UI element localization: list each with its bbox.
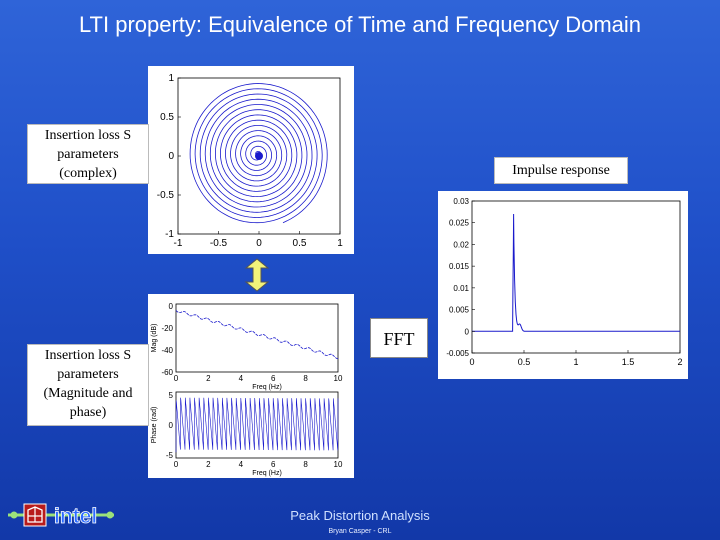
impulse-plot: 0 0.5 1 1.5 2 0.03 0.025 0.02 0.015 0.01 0.005 0 -0.… xyxy=(438,191,688,379)
complex-ytick-label: 1 xyxy=(168,73,174,84)
impulse-ytick-label: 0.005 xyxy=(449,306,470,315)
phase-ylabel: Phase (rad) xyxy=(151,407,158,444)
double-arrow-icon xyxy=(244,258,270,292)
magnitude-axes-box xyxy=(175,303,339,373)
fft-label: FFT xyxy=(370,318,428,358)
phase-xtick-label: 2 xyxy=(206,460,211,469)
magnitude-ylabel: Mag (dB) xyxy=(151,324,158,353)
magphase-plot-svg: 0 2 4 6 8 10 0 -20 -40 -60 Mag (dB) Freq (Hz) 0 2 4 6 8 1… xyxy=(151,302,343,477)
complex-ytick-label: -0.5 xyxy=(157,190,175,201)
impulse-ytick-label: -0.005 xyxy=(446,349,469,358)
complex-xtick-label: 0.5 xyxy=(293,238,307,249)
magnitude-xtick-label: 6 xyxy=(271,374,276,383)
phase-xtick-label: 6 xyxy=(271,460,276,469)
magphase-label: Insertion loss S parameters (Magnitude a… xyxy=(27,344,149,426)
magnitude-ytick-label: -40 xyxy=(161,346,173,355)
impulse-series-line xyxy=(472,213,680,332)
impulse-xtick-label: 0 xyxy=(469,357,474,367)
magnitude-xtick-label: 2 xyxy=(206,374,211,383)
impulse-ytick-label: 0 xyxy=(465,327,470,336)
impulse-xtick-label: 1 xyxy=(573,357,578,367)
magnitude-xtick-label: 4 xyxy=(239,374,244,383)
phase-xtick-label: 10 xyxy=(334,460,343,469)
phase-ytick-label: 0 xyxy=(169,421,174,430)
impulse-ytick-label: 0.02 xyxy=(453,240,469,249)
magnitude-ytick-label: -20 xyxy=(161,324,173,333)
impulse-label-text: Impulse response xyxy=(512,163,610,178)
complex-xtick-label: 1 xyxy=(337,238,343,249)
intel-logo-text: intel xyxy=(54,505,97,528)
complex-xtick-label: -0.5 xyxy=(210,238,228,249)
phase-series-line xyxy=(175,397,339,453)
magnitude-xtick-label: 10 xyxy=(334,374,343,383)
impulse-ytick-label: 0.03 xyxy=(453,197,469,206)
phase-xlabel: Freq (Hz) xyxy=(252,470,282,477)
phase-ytick-label: -5 xyxy=(166,451,174,460)
phase-xtick-label: 0 xyxy=(174,460,179,469)
complex-label: Insertion loss S parameters (complex) xyxy=(27,124,149,184)
impulse-xtick-label: 1.5 xyxy=(622,357,635,367)
impulse-xtick-label: 2 xyxy=(677,357,682,367)
complex-spiral-line xyxy=(189,83,328,224)
phase-xtick-label: 4 xyxy=(239,460,244,469)
intel-logo: intel xyxy=(8,503,114,528)
magnitude-series-line xyxy=(175,310,339,360)
complex-xtick-label: 0 xyxy=(256,238,262,249)
impulse-ytick-label: 0.01 xyxy=(453,284,469,293)
complex-ytick-label: 0.5 xyxy=(160,112,174,123)
magphase-plot: 0 2 4 6 8 10 0 -20 -40 -60 Mag (dB) Freq (Hz) 0 2 4 6 8 1… xyxy=(148,294,354,478)
footer-author: Bryan Casper - CRL xyxy=(328,528,392,535)
impulse-ytick-label: 0.025 xyxy=(449,219,470,228)
phase-xtick-label: 8 xyxy=(303,460,308,469)
complex-center-point xyxy=(255,152,263,160)
complex-ytick-label: -1 xyxy=(165,229,174,240)
complex-ytick-label: 0 xyxy=(168,151,174,162)
impulse-label: Impulse response xyxy=(494,157,628,184)
phase-ytick-label: 5 xyxy=(169,391,174,400)
impulse-xtick-label: 0.5 xyxy=(518,357,531,367)
magnitude-xtick-label: 0 xyxy=(174,374,179,383)
complex-label-text: Insertion loss S parameters (complex) xyxy=(44,128,132,181)
magnitude-xlabel: Freq (Hz) xyxy=(252,384,282,391)
footer-title: Peak Distortion Analysis xyxy=(290,508,430,523)
magnitude-ytick-label: 0 xyxy=(169,302,174,311)
complex-plot: -1 -0.5 0 0.5 1 1 0.5 0 -0.5 -1 xyxy=(148,66,354,254)
slide-title: LTI property: Equivalence of Time and Fr… xyxy=(78,12,642,37)
magphase-label-text: Insertion loss S parameters (Magnitude a… xyxy=(43,348,133,420)
complex-plot-svg: -1 -0.5 0 0.5 1 1 0.5 0 -0.5 -1 xyxy=(157,73,343,249)
impulse-ytick-label: 0.015 xyxy=(449,262,470,271)
impulse-plot-svg: 0 0.5 1 1.5 20.030.0250.020.0150.010.0050-0.… xyxy=(446,197,682,367)
magnitude-ytick-label: -60 xyxy=(161,368,173,377)
impulse-axes-box xyxy=(471,200,681,354)
magnitude-xtick-label: 8 xyxy=(303,374,308,383)
complex-xtick-label: -1 xyxy=(174,238,183,249)
